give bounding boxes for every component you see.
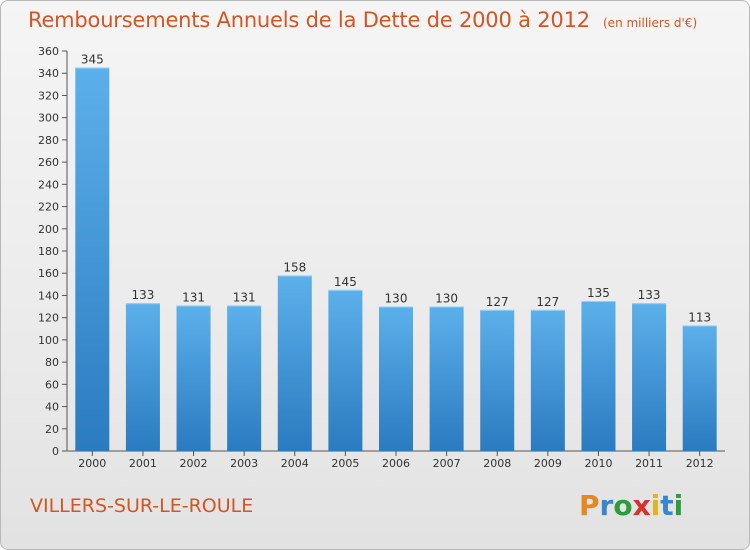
y-tick-label: 260: [38, 156, 59, 169]
bar-2010: [581, 301, 616, 451]
x-tick-label: 2006: [382, 457, 410, 470]
logo-letter: i: [650, 489, 661, 522]
y-tick-label: 100: [38, 334, 59, 347]
bar-2012: [682, 325, 717, 451]
y-axis: 0 20 40 60 80 100 120 140 160 180 200 220 240 260 280 3…: [38, 45, 68, 458]
logo-letter: o: [613, 489, 633, 522]
x-tick-label: 2000: [78, 457, 106, 470]
y-tick-label: 300: [38, 112, 59, 125]
proxiti-logo: Proxiti: [579, 489, 683, 522]
bar-2002: [176, 305, 211, 451]
bar-value-label: 131: [233, 290, 256, 304]
bar-value-label: 131: [182, 290, 205, 304]
logo-letter: P: [579, 489, 600, 522]
x-tick-label: 2009: [534, 457, 562, 470]
x-tick-label: 2001: [129, 457, 157, 470]
bar-2006: [379, 306, 413, 451]
bar-2000: [75, 67, 110, 452]
bar-value-label: 113: [688, 310, 711, 324]
place-name: VILLERS-SUR-LE-ROULE: [30, 495, 254, 517]
y-tick-label: 180: [38, 245, 59, 258]
logo-letter: t: [660, 489, 674, 522]
x-tick-label: 2002: [180, 457, 208, 470]
chart-title-row: Remboursements Annuels de la Dette de 20…: [28, 8, 697, 32]
bar-value-label: 133: [131, 288, 154, 302]
chart-unit: (en milliers d'€): [603, 16, 698, 30]
y-tick-label: 280: [38, 134, 59, 147]
bar-2011: [632, 303, 667, 451]
y-tick-label: 120: [38, 312, 59, 325]
y-tick-label: 320: [38, 89, 59, 102]
y-tick-label: 360: [38, 45, 59, 58]
logo-letter: x: [632, 489, 651, 522]
bar-2004: [277, 275, 312, 451]
bar-2005: [328, 289, 363, 451]
bar-2009: [530, 309, 565, 451]
x-axis: 2000 2001 2002 2003 2004 2005 2006 2007 2008 2009…: [67, 450, 725, 470]
bar-value-label: 127: [536, 295, 559, 309]
logo-letter: r: [599, 489, 614, 522]
x-tick-label: 2010: [584, 457, 612, 470]
y-tick-label: 240: [38, 178, 59, 191]
bar-value-label: 135: [587, 286, 610, 300]
chart-title: Remboursements Annuels de la Dette de 20…: [28, 8, 590, 32]
bars-group: 345 133 131 131 158 145 130 130 127 127 135 133 113: [75, 53, 717, 452]
x-tick-label: 2003: [230, 457, 258, 470]
y-tick-label: 160: [38, 267, 59, 280]
x-tick-label: 2005: [331, 457, 359, 470]
bar-value-label: 127: [486, 295, 509, 309]
logo-letter: i: [673, 489, 684, 522]
bar-2008: [480, 309, 515, 451]
y-tick-label: 220: [38, 201, 59, 214]
y-tick-label: 40: [45, 401, 59, 414]
x-tick-label: 2012: [686, 457, 714, 470]
x-tick-label: 2004: [281, 457, 309, 470]
x-tick-label: 2011: [635, 457, 663, 470]
y-tick-label: 60: [45, 378, 59, 391]
y-tick-label: 340: [38, 67, 59, 80]
bar-value-label: 145: [334, 275, 357, 289]
bar-value-label: 130: [385, 292, 408, 306]
bar-2007: [429, 306, 464, 451]
bar-value-label: 133: [638, 288, 661, 302]
x-tick-label: 2008: [483, 457, 511, 470]
y-tick-label: 80: [45, 356, 59, 369]
y-tick-label: 0: [52, 445, 59, 458]
bar-value-label: 158: [283, 260, 306, 274]
bar-value-label: 130: [435, 292, 458, 306]
bar-value-label: 345: [81, 53, 104, 67]
y-tick-label: 140: [38, 289, 59, 302]
bar-2001: [125, 303, 160, 451]
bar-2003: [227, 305, 262, 451]
y-tick-label: 20: [45, 423, 59, 436]
y-tick-label: 200: [38, 223, 59, 236]
x-tick-label: 2007: [433, 457, 461, 470]
